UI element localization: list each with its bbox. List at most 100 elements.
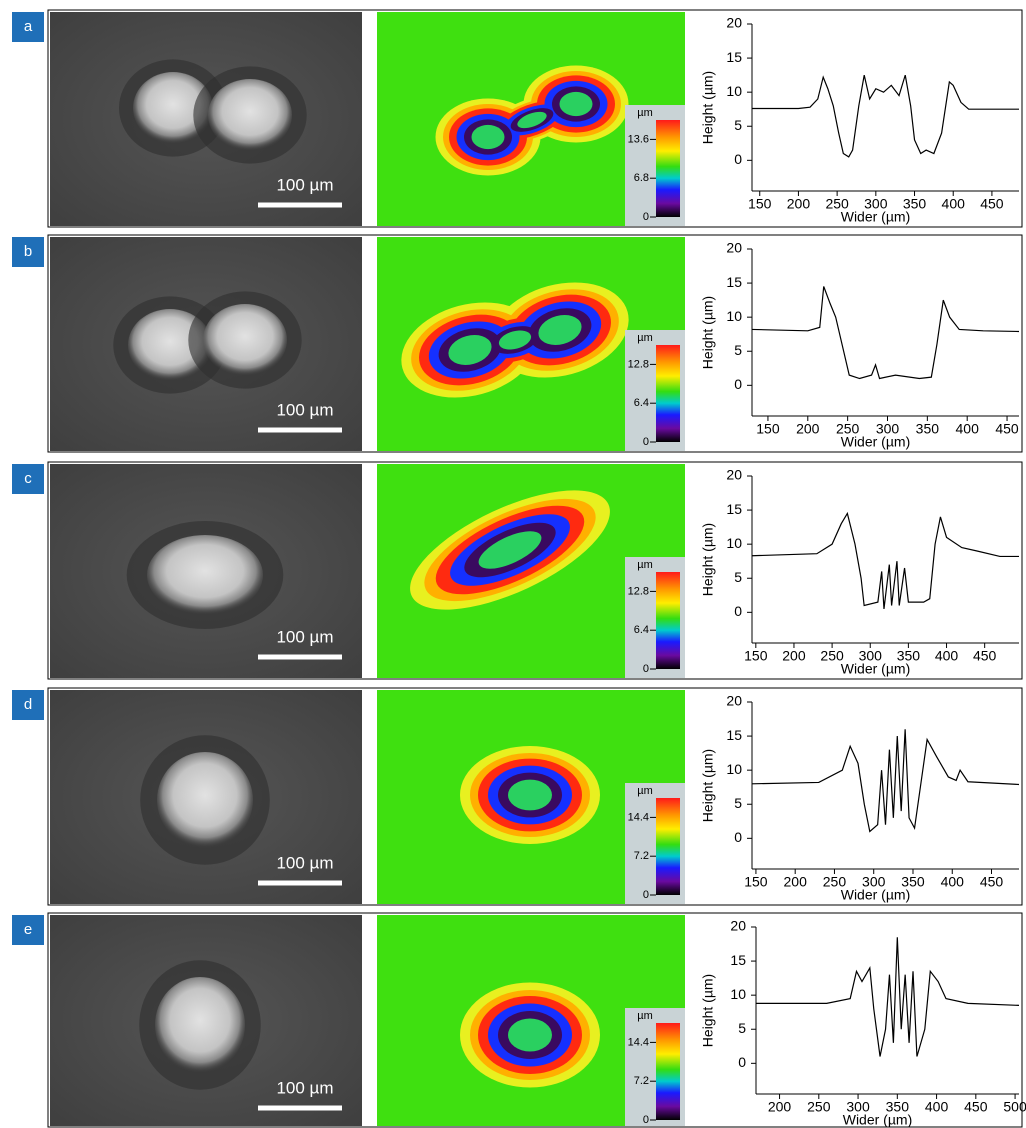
x-tick-label: 400 (956, 421, 980, 437)
x-axis-label: Wider (µm) (841, 434, 911, 450)
y-tick-label: 0 (734, 829, 742, 845)
y-tick-label: 15 (726, 501, 742, 517)
y-tick-label: 0 (734, 603, 742, 619)
colorbar-tick-label: 12.8 (628, 585, 649, 597)
y-tick-label: 10 (726, 761, 742, 777)
x-axis-label: Wider (µm) (841, 887, 911, 903)
y-tick-label: 0 (734, 376, 742, 392)
x-tick-label: 450 (964, 1099, 988, 1115)
y-axis-label: Height (µm) (700, 523, 716, 596)
sem-crater (157, 752, 253, 848)
x-tick-label: 150 (744, 874, 768, 890)
colorbar-tick-label: 0 (643, 211, 649, 223)
x-tick-label: 200 (782, 648, 806, 664)
colorbar-tick-label: 14.4 (628, 1036, 649, 1048)
colorbar-unit: µm (637, 559, 653, 571)
y-tick-label: 15 (730, 952, 746, 968)
x-axis-label: Wider (µm) (843, 1112, 913, 1128)
colorbar-tick-label: 13.6 (628, 133, 649, 145)
y-axis-label: Height (µm) (700, 296, 716, 369)
colorbar (656, 345, 680, 442)
y-tick-label: 20 (726, 15, 742, 31)
x-tick-label: 150 (756, 421, 780, 437)
panel-label: a (24, 18, 33, 35)
y-tick-label: 15 (726, 49, 742, 65)
colorbar-tick-label: 0 (643, 1114, 649, 1126)
scale-bar-label: 100 µm (276, 853, 333, 872)
x-tick-label: 400 (941, 874, 965, 890)
colorbar-unit: µm (637, 107, 653, 119)
panel-label: b (24, 243, 32, 260)
y-tick-label: 20 (726, 693, 742, 709)
sem-crater (208, 79, 292, 151)
colorbar (656, 120, 680, 217)
y-tick-label: 5 (734, 569, 742, 585)
height-map-ring (560, 92, 593, 116)
y-tick-label: 10 (726, 308, 742, 324)
x-tick-label: 200 (784, 874, 808, 890)
colorbar-tick-label: 6.4 (634, 397, 649, 409)
panel-row: e 100 µm µm 0 7.2 14.4 (12, 913, 1022, 1127)
x-tick-label: 200 (796, 421, 820, 437)
x-tick-label: 450 (995, 421, 1019, 437)
y-tick-label: 20 (726, 240, 742, 256)
colorbar-tick-label: 7.2 (634, 850, 649, 862)
x-axis-label: Wider (µm) (841, 209, 911, 225)
y-tick-label: 15 (726, 274, 742, 290)
height-map-ring (472, 125, 505, 149)
y-axis-label: Height (µm) (700, 749, 716, 822)
y-tick-label: 0 (734, 151, 742, 167)
figure: a100 µmµm06.813.6b100 µmµm06.412.8c100 µ… (0, 0, 1026, 1128)
panel-label: e (24, 921, 32, 938)
height-map-ring (508, 1019, 552, 1052)
x-tick-label: 250 (807, 1099, 831, 1115)
colorbar-tick-label: 6.8 (634, 172, 649, 184)
x-tick-label: 200 (787, 196, 811, 212)
x-tick-label: 450 (980, 196, 1004, 212)
x-tick-label: 400 (935, 648, 959, 664)
height-map-ring (508, 780, 552, 811)
scale-bar-label: 100 µm (276, 175, 333, 194)
scale-bar-label: 100 µm (276, 627, 333, 646)
colorbar-tick-label: 7.2 (634, 1075, 649, 1087)
colorbar-tick-label: 0 (643, 663, 649, 675)
colorbar-tick-label: 6.4 (634, 624, 649, 636)
profile-line (752, 286, 1019, 378)
scale-bar-label: 100 µm (276, 400, 333, 419)
colorbar-unit: µm (637, 785, 653, 797)
sem-crater (203, 304, 287, 376)
y-tick-label: 20 (726, 467, 742, 483)
y-tick-label: 10 (726, 83, 742, 99)
x-tick-label: 400 (942, 196, 966, 212)
x-tick-label: 150 (748, 196, 772, 212)
y-tick-label: 10 (730, 986, 746, 1002)
x-tick-label: 500 (1003, 1099, 1026, 1115)
profile-line (752, 75, 1019, 157)
y-axis-label: Height (µm) (700, 71, 716, 144)
colorbar (656, 798, 680, 895)
colorbar-unit: µm (637, 1010, 653, 1022)
panel-row: a 100 µm µm 0 6.8 13.6 (12, 10, 1022, 227)
x-tick-label: 200 (768, 1099, 792, 1115)
y-tick-label: 10 (726, 535, 742, 551)
profile-line (752, 513, 1019, 608)
profile-line (756, 937, 1019, 1056)
x-tick-label: 450 (980, 874, 1004, 890)
colorbar-tick-label: 14.4 (628, 811, 649, 823)
sem-crater (155, 977, 245, 1073)
x-tick-label: 350 (916, 421, 940, 437)
y-tick-label: 5 (734, 795, 742, 811)
colorbar-tick-label: 0 (643, 436, 649, 448)
y-tick-label: 0 (738, 1054, 746, 1070)
y-tick-label: 5 (738, 1020, 746, 1036)
colorbar (656, 572, 680, 669)
y-tick-label: 15 (726, 727, 742, 743)
panel-label: d (24, 696, 32, 713)
colorbar (656, 1023, 680, 1120)
y-tick-label: 20 (730, 918, 746, 934)
scale-bar-label: 100 µm (276, 1078, 333, 1097)
